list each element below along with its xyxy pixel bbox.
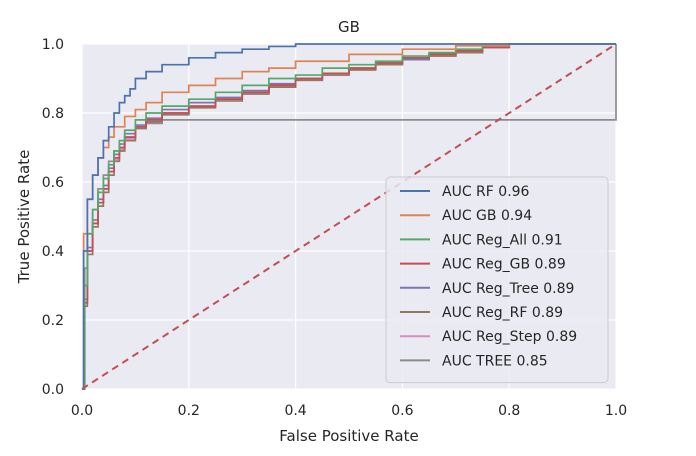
legend-label: AUC Reg_All 0.91 xyxy=(442,232,563,248)
x-tick-labels: 0.0 0.2 0.4 0.6 0.8 1.0 xyxy=(71,403,627,419)
legend-items: AUC RF 0.96 AUC GB 0.94 AUC Reg_All 0.91 AU… xyxy=(400,184,577,369)
legend-label: AUC Reg_RF 0.89 xyxy=(442,305,563,321)
x-tick-label: 0.4 xyxy=(284,403,306,419)
roc-series-line xyxy=(82,43,616,390)
legend-label: AUC Reg_Step 0.89 xyxy=(442,329,577,345)
legend-label: AUC Reg_Tree 0.89 xyxy=(442,281,574,297)
x-tick-label: 0.6 xyxy=(391,403,413,419)
x-tick-label: 0.8 xyxy=(498,403,520,419)
legend-label: AUC GB 0.94 xyxy=(442,208,532,224)
y-axis-label: True Positive Rate xyxy=(15,150,33,285)
chart-title: GB xyxy=(338,18,360,36)
legend-label: AUC TREE 0.85 xyxy=(442,353,548,369)
roc-series-line xyxy=(82,43,616,390)
y-tick-label: 0.0 xyxy=(42,382,64,398)
roc-series-line xyxy=(82,43,616,390)
chance-diagonal-line xyxy=(81,43,617,390)
legend-box xyxy=(385,176,609,384)
y-tick-label: 0.4 xyxy=(42,244,64,260)
x-tick-label: 1.0 xyxy=(605,403,627,419)
legend-label: AUC Reg_GB 0.89 xyxy=(442,257,566,273)
series-layer xyxy=(82,43,617,390)
x-axis-label: False Positive Rate xyxy=(279,427,418,445)
y-tick-labels: 0.0 0.2 0.4 0.6 0.8 1.0 xyxy=(42,37,64,398)
y-tick-label: 0.2 xyxy=(42,313,64,329)
x-tick-label: 0.0 xyxy=(71,403,93,419)
y-tick-label: 0.8 xyxy=(42,106,64,122)
y-tick-label: 0.6 xyxy=(42,175,64,191)
legend: AUC RF 0.96 AUC GB 0.94 AUC Reg_All 0.91 AU… xyxy=(385,176,609,384)
y-tick-label: 1.0 xyxy=(42,37,64,53)
legend-label: AUC RF 0.96 xyxy=(442,184,530,200)
x-tick-label: 0.2 xyxy=(178,403,200,419)
